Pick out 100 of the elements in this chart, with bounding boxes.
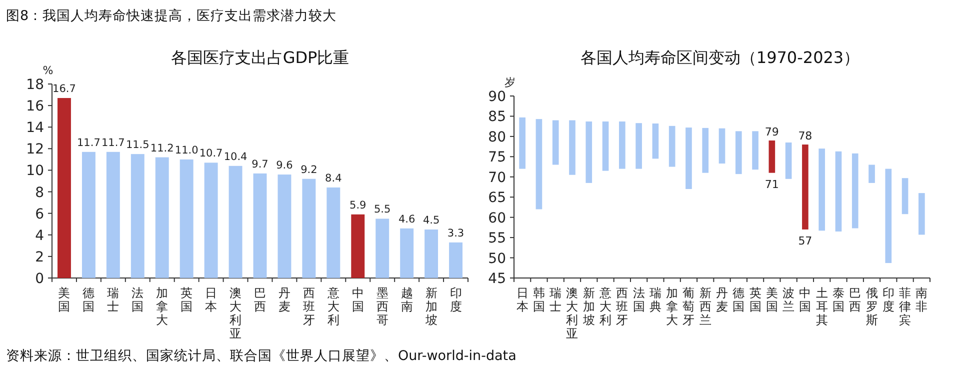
bar	[228, 166, 242, 278]
x-tick-label: 德国	[732, 286, 745, 314]
x-tick-label: 加拿大	[666, 286, 678, 327]
annotation: 79	[764, 125, 779, 138]
y-tick-label: 80	[488, 129, 506, 146]
y-tick-label: 50	[488, 250, 506, 267]
bar	[718, 128, 726, 164]
x-tick-label: 法国	[632, 286, 645, 314]
x-tick-label: 新加坡	[582, 286, 595, 327]
chart-title: 各国人均寿命区间变动（1970-2023）	[580, 48, 860, 67]
bar	[351, 214, 365, 278]
x-tick-label: 韩国	[532, 286, 545, 314]
data-label: 11.2	[150, 142, 174, 154]
x-tick-label: 中国	[799, 286, 812, 314]
y-tick-label: 12	[26, 142, 44, 158]
annotation: 71	[764, 178, 779, 191]
y-tick-label: 75	[488, 150, 506, 166]
bar	[552, 120, 559, 165]
x-tick-label: 越南	[400, 286, 413, 314]
x-tick-label: 西班牙	[616, 286, 628, 327]
bar	[253, 173, 267, 278]
y-axis-title: %	[42, 64, 54, 77]
text: 资料来源：世卫组织、国家统计局、联合国《世界人口展望》、Our-world-in-data	[6, 348, 516, 364]
x-tick-label: 波兰	[782, 286, 795, 314]
x-tick-label: 新西兰	[699, 286, 712, 327]
x-tick-label: 瑞士	[550, 286, 562, 314]
x-tick-label: 南非	[916, 286, 928, 314]
data-label: 4.5	[422, 214, 440, 226]
x-tick-label: 西班牙	[302, 286, 315, 327]
y-tick-label: 60	[488, 210, 506, 226]
x-tick-label: 澳大利亚	[230, 286, 242, 340]
data-label: 9.2	[300, 164, 318, 176]
bar	[400, 228, 414, 278]
y-tick-label: 65	[488, 190, 506, 206]
y-tick-label: 10	[26, 163, 44, 180]
y-tick-label: 70	[488, 170, 506, 186]
bar	[702, 128, 709, 173]
x-tick-label: 加拿大	[156, 286, 168, 327]
annotation: 78	[798, 130, 812, 143]
x-tick-label: 葡萄牙	[682, 286, 695, 327]
bar	[802, 144, 808, 230]
bar	[686, 128, 692, 190]
bar	[449, 242, 462, 278]
data-label: 16.7	[52, 83, 76, 96]
x-tick-label: 德国	[82, 286, 95, 314]
bar	[768, 140, 776, 173]
bar	[918, 193, 925, 235]
bar	[852, 153, 858, 228]
x-tick-label: 美国	[766, 286, 778, 314]
x-tick-label: 英国	[180, 286, 193, 314]
data-label: 9.7	[252, 158, 268, 170]
bar	[602, 121, 609, 171]
x-tick-label: 美国	[58, 286, 70, 314]
bar	[130, 154, 144, 278]
data-label: 8.4	[325, 172, 342, 184]
x-tick-label: 印度	[882, 286, 894, 314]
x-tick-label: 印度	[450, 286, 462, 314]
y-tick-label: 85	[488, 109, 506, 126]
caption: 图8：我国人均寿命快速提高，医疗支出需求潜力较大	[6, 8, 337, 24]
bar	[668, 126, 676, 167]
bar	[106, 152, 120, 278]
x-tick-label: 英国	[749, 286, 762, 314]
bar	[619, 121, 626, 169]
bar	[652, 124, 659, 159]
x-tick-label: 俄罗斯	[866, 286, 878, 327]
y-tick-label: 8	[35, 184, 44, 201]
y-tick-label: 14	[26, 120, 44, 136]
x-tick-label: 瑞士	[107, 286, 120, 314]
data-label: 3.3	[447, 227, 464, 240]
x-tick-label: 日本	[516, 286, 528, 314]
y-tick-label: 4	[35, 228, 44, 244]
x-tick-label: 日本	[205, 286, 218, 314]
bar	[752, 131, 758, 170]
y-tick-label: 90	[488, 89, 506, 105]
bar	[204, 162, 218, 278]
data-label: 4.6	[398, 213, 416, 226]
bar	[868, 164, 875, 183]
data-label: 11.0	[174, 144, 198, 156]
bar	[636, 123, 642, 169]
x-tick-label: 中国	[352, 286, 364, 314]
bar	[902, 178, 908, 214]
bar	[278, 174, 292, 278]
data-label: 10.7	[199, 148, 223, 160]
bar	[536, 119, 542, 210]
bar	[785, 142, 792, 179]
y-tick-label: 0	[35, 271, 44, 287]
bar	[586, 121, 592, 183]
bar	[885, 168, 892, 264]
y-tick-label: 55	[488, 230, 506, 247]
bar	[82, 152, 96, 278]
bar	[835, 151, 842, 232]
bar	[569, 120, 576, 175]
bar	[155, 157, 169, 278]
x-tick-label: 丹麦	[278, 286, 290, 314]
x-tick-label: 法国	[132, 286, 144, 314]
x-tick-label: 意大利	[598, 286, 612, 327]
y-tick-label: 16	[26, 98, 44, 115]
y-tick-label: 45	[488, 271, 506, 287]
data-label: 11.7	[77, 136, 100, 149]
bar	[424, 230, 438, 278]
